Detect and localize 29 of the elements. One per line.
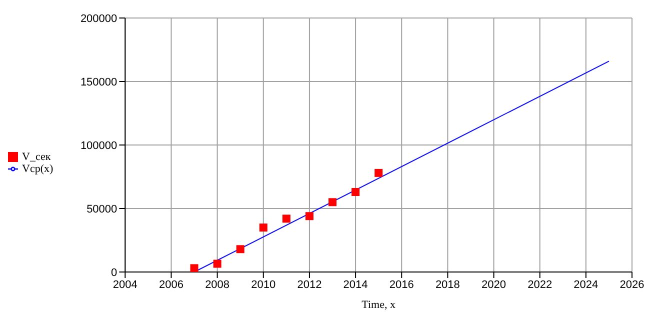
- x-tick-label: 2026: [620, 278, 644, 291]
- x-tick-label: 2008: [205, 278, 230, 291]
- legend-label: V_сек: [22, 151, 51, 163]
- legend-label: Vср(x): [22, 163, 54, 175]
- x-tick-label: 2012: [297, 278, 322, 291]
- x-tick-label: 2022: [528, 278, 552, 291]
- x-tick-label: 2018: [435, 278, 460, 291]
- x-tick-label: 2004: [112, 278, 138, 291]
- x-axis-title: Time, x: [362, 299, 396, 311]
- y-tick-label: 50000: [86, 203, 118, 216]
- y-tick-label: 200000: [80, 12, 118, 25]
- point: [236, 245, 244, 254]
- y-tick-label: 100000: [80, 140, 118, 152]
- point: [374, 168, 383, 177]
- point: [259, 224, 268, 232]
- y-tick-label: 0: [111, 266, 118, 279]
- point: [282, 214, 290, 223]
- y-tick-label: 150000: [80, 76, 118, 88]
- point: [352, 188, 360, 196]
- point: [190, 264, 198, 272]
- x-tick-label: 2014: [343, 278, 368, 291]
- point: [305, 212, 314, 220]
- point: [213, 260, 222, 268]
- point: [328, 198, 336, 206]
- x-tick-label: 2006: [158, 278, 184, 291]
- x-tick-label: 2010: [251, 278, 276, 291]
- x-tick-label: 2016: [389, 278, 414, 291]
- x-tick-label: 2020: [482, 278, 506, 291]
- x-tick-label: 2024: [574, 278, 598, 291]
